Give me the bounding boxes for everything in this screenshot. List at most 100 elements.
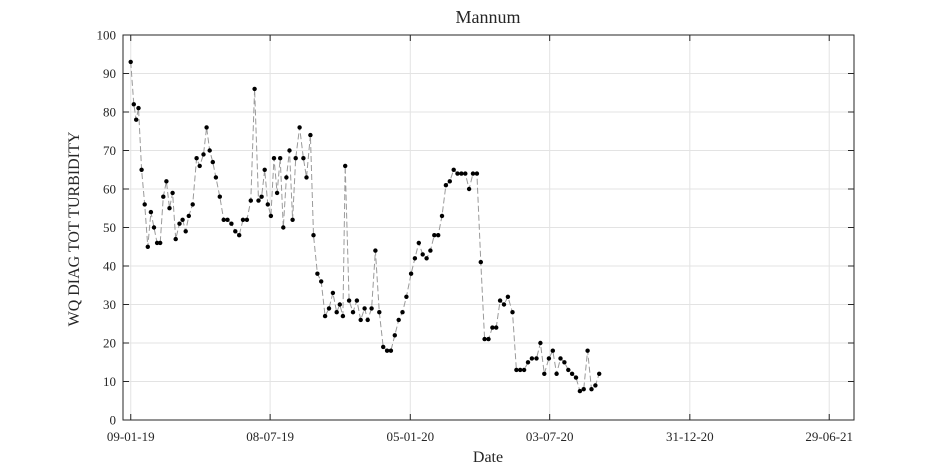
data-point: [534, 356, 539, 361]
data-point: [546, 356, 552, 361]
series-line: [130, 61, 600, 392]
data-point: [259, 194, 264, 199]
data-point: [340, 313, 346, 319]
data-point: [514, 367, 519, 373]
data-point: [373, 248, 378, 253]
y-tick-label: 30: [103, 297, 116, 312]
y-tick-label: 40: [103, 259, 116, 274]
data-point: [297, 125, 302, 130]
data-point: [136, 105, 141, 111]
data-point: [400, 310, 405, 315]
y-tick-label: 0: [110, 413, 117, 428]
data-point: [248, 198, 253, 203]
y-tick-label: 60: [103, 182, 116, 197]
data-point: [521, 367, 527, 373]
data-point: [139, 167, 144, 172]
data-point: [240, 217, 246, 222]
data-point: [225, 217, 230, 222]
data-point: [404, 294, 409, 299]
data-markers: [128, 59, 602, 394]
data-point: [237, 233, 242, 238]
data-point: [585, 348, 590, 353]
data-point: [204, 125, 209, 130]
data-point: [478, 259, 483, 265]
y-tick-label: 90: [103, 66, 116, 81]
data-point: [447, 179, 452, 184]
data-point: [217, 194, 222, 199]
data-point: [252, 86, 257, 92]
grid-lines: [123, 34, 854, 421]
data-point: [311, 233, 316, 238]
data-point: [392, 333, 397, 338]
data-point: [343, 163, 348, 169]
data-point: [573, 375, 579, 380]
data-point: [145, 244, 150, 249]
data-point: [381, 344, 386, 350]
data-point: [131, 102, 136, 107]
data-point: [194, 156, 199, 161]
data-point: [322, 313, 328, 319]
data-point: [501, 302, 507, 307]
data-point: [354, 298, 360, 303]
data-point: [281, 225, 286, 230]
data-point: [221, 217, 226, 222]
y-axis-tick-labels: 0 10 20 30 40 50 60 70 80 90 100: [97, 28, 117, 428]
x-tick-label: 29-06-21: [805, 429, 853, 444]
data-point: [210, 159, 215, 165]
data-point: [428, 248, 433, 253]
data-point: [542, 371, 547, 376]
data-point: [420, 252, 425, 257]
x-tick-label: 05-01-20: [386, 429, 434, 444]
data-point: [164, 179, 169, 184]
data-point: [177, 221, 182, 226]
data-point: [455, 171, 460, 176]
data-point: [566, 367, 571, 373]
data-point: [597, 371, 602, 376]
x-axis-tick-labels: 09-01-19 08-07-19 05-01-20 03-07-20 31-12-20…: [107, 429, 853, 444]
data-point: [167, 206, 172, 211]
data-point: [362, 306, 367, 311]
data-point: [337, 302, 342, 307]
data-point: [158, 240, 163, 246]
data-point: [577, 388, 583, 394]
data-point: [334, 310, 339, 315]
data-point: [326, 306, 332, 311]
data-point: [330, 290, 336, 296]
data-point: [365, 317, 370, 323]
data-point: [301, 156, 306, 161]
chart-title: Mannum: [456, 7, 521, 27]
data-point: [197, 163, 202, 169]
data-point: [424, 256, 429, 261]
data-point: [287, 148, 292, 153]
data-point: [377, 310, 382, 315]
data-point: [180, 217, 185, 222]
axis-ticks: [123, 34, 854, 421]
data-point: [315, 271, 320, 276]
data-point: [569, 371, 575, 376]
data-point: [529, 356, 535, 361]
data-point: [346, 298, 352, 303]
data-point: [161, 194, 166, 199]
x-tick-label: 03-07-20: [526, 429, 574, 444]
data-point: [443, 183, 449, 188]
data-point: [482, 336, 487, 342]
x-tick-label: 08-07-19: [246, 429, 294, 444]
data-point: [408, 271, 414, 276]
data-point: [170, 190, 175, 196]
data-point: [128, 59, 133, 65]
data-point: [244, 217, 250, 222]
data-point: [262, 167, 267, 172]
data-point: [256, 198, 261, 203]
data-point: [213, 175, 219, 180]
y-tick-label: 20: [103, 336, 116, 351]
data-point: [358, 317, 363, 323]
data-point: [470, 171, 476, 176]
data-point: [490, 325, 495, 330]
data-point: [134, 117, 139, 122]
data-point: [494, 325, 499, 330]
data-point: [384, 348, 390, 353]
data-point: [459, 171, 464, 176]
data-point: [190, 202, 195, 207]
data-point: [350, 310, 356, 315]
data-point: [265, 202, 270, 207]
